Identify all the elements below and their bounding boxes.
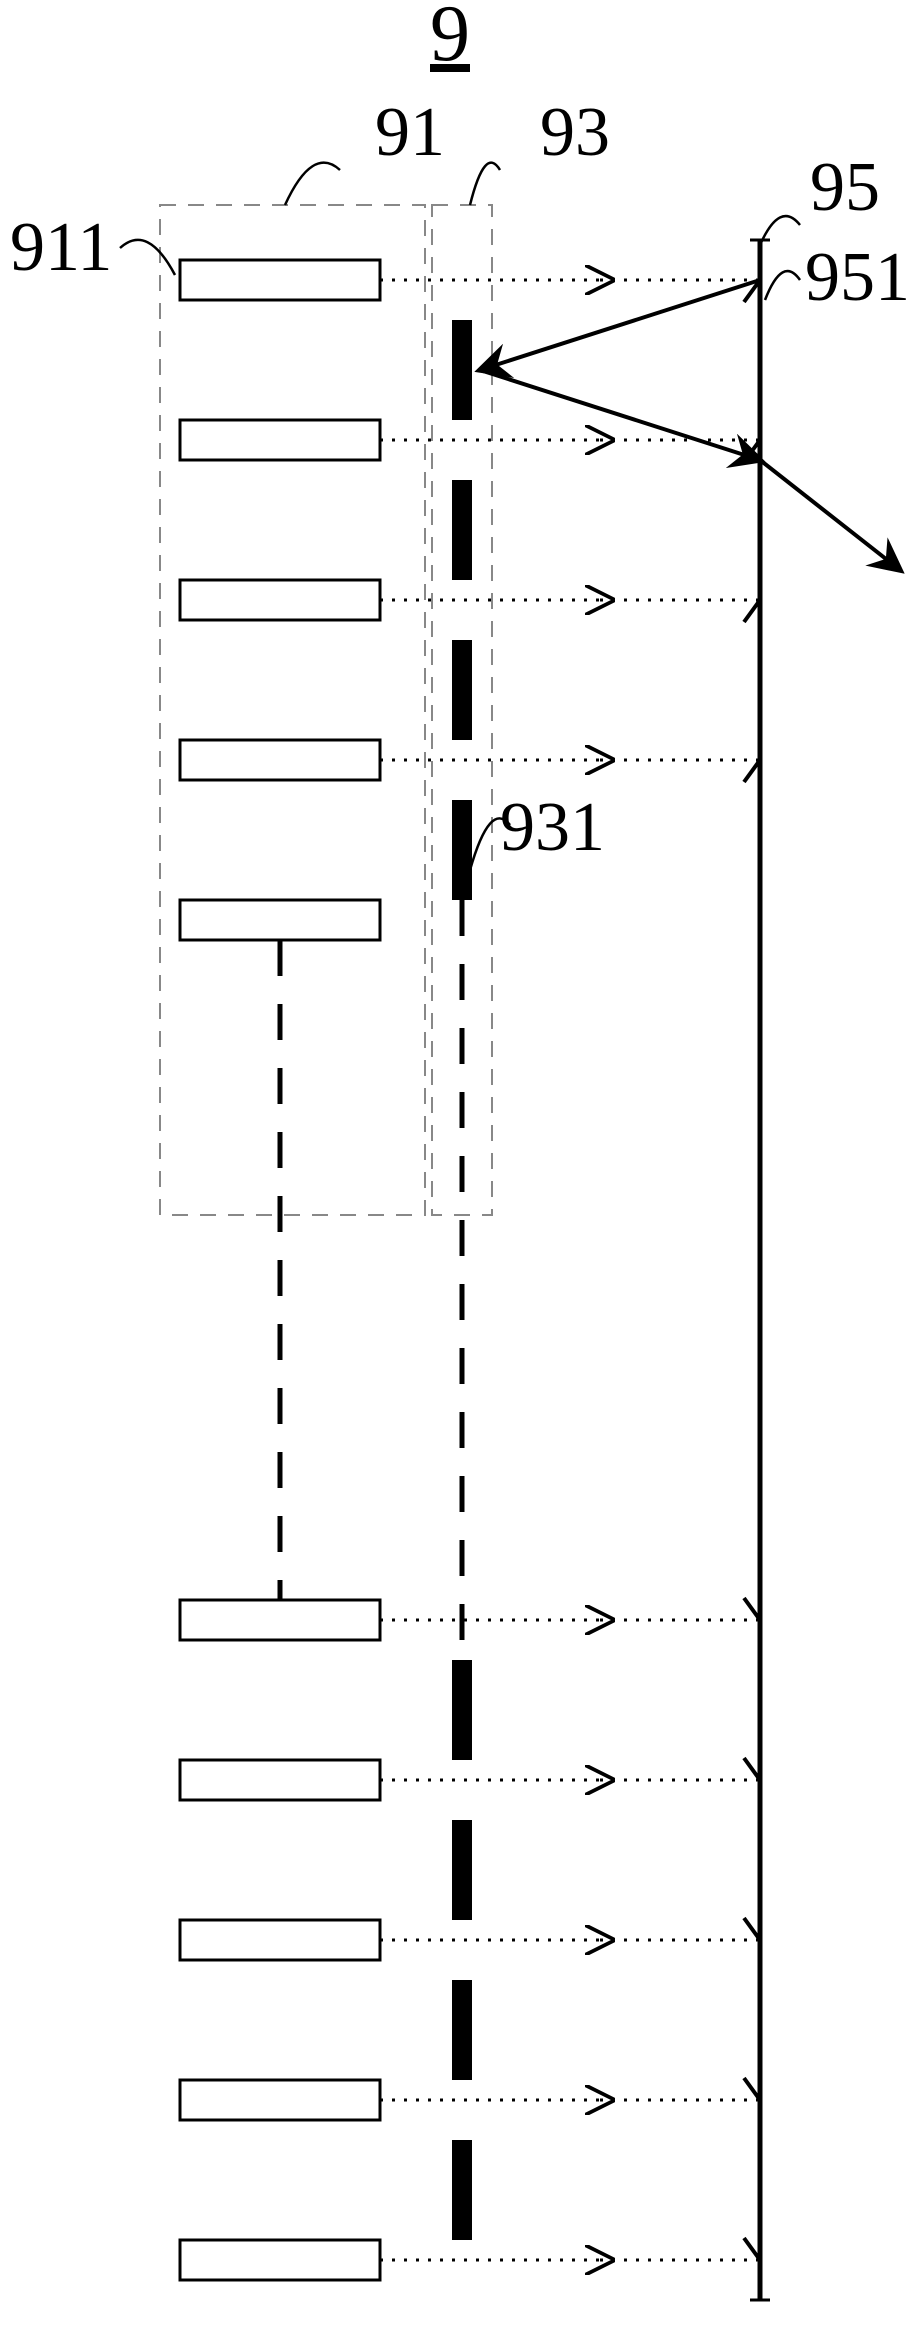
callout-label: 95 [810,149,880,226]
callout-label: 931 [500,789,605,866]
reflection-ray [480,280,760,370]
source-emitter [180,260,380,300]
label-leader [765,271,800,300]
source-emitter [180,2080,380,2120]
sources-group-box [160,205,425,1215]
reflection-ray [760,460,900,570]
source-emitter [180,1600,380,1640]
source-emitter [180,2240,380,2280]
reflection-ray [480,370,760,460]
label-leader [470,163,500,205]
callout-label: 93 [540,94,610,171]
source-emitter [180,420,380,460]
callout-label: 911 [10,209,112,286]
callout-label: 951 [805,239,910,316]
label-leader [120,240,175,275]
diagram-title: 9 [430,0,470,78]
label-leader [285,163,340,205]
source-emitter [180,740,380,780]
source-emitter [180,580,380,620]
source-emitter [180,1760,380,1800]
optical-diagram: 9 91 93 95 911 951 931 [0,0,911,2336]
source-emitter [180,1920,380,1960]
source-emitter [180,900,380,940]
callout-label: 91 [375,94,445,171]
